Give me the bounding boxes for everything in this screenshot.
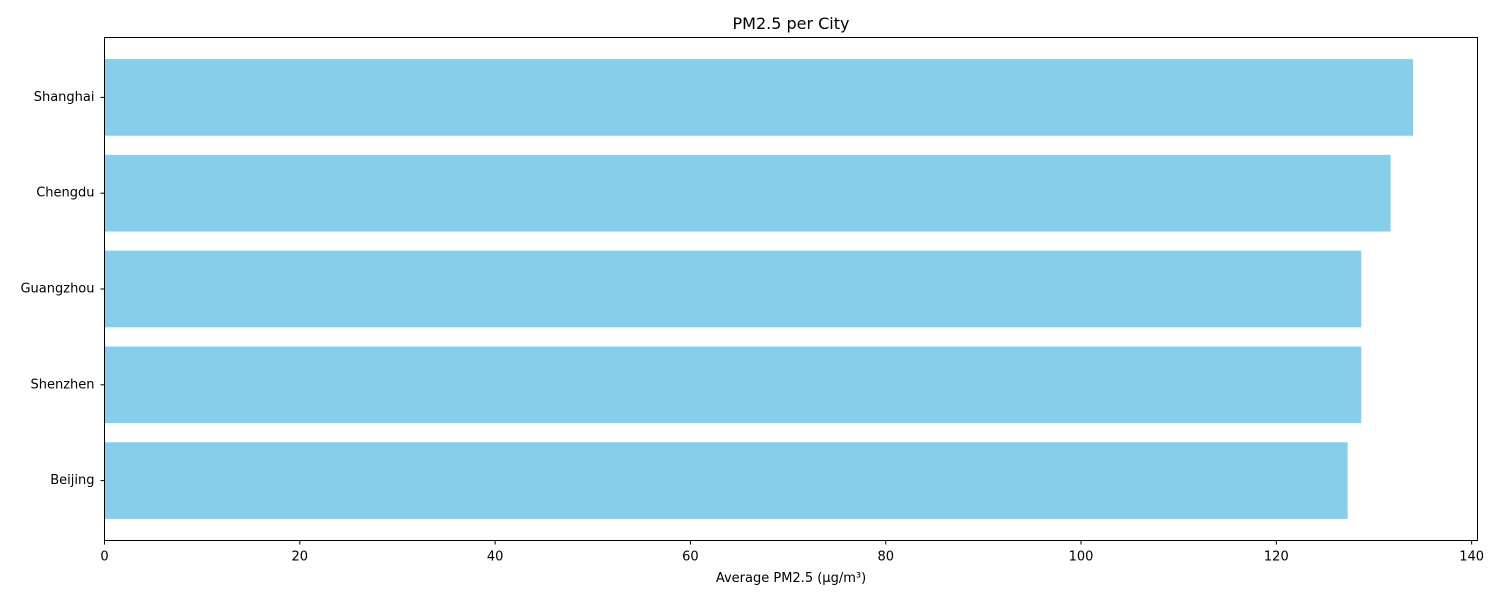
y-axis-ticks: Shanghai Chengdu Guangzhou Shenzhen Beijing	[20, 90, 105, 488]
bar-chengdu	[104, 154, 1391, 232]
x-tick-label-120: 120	[1264, 550, 1289, 565]
x-axis-title: Average PM2.5 (µg/m³)	[716, 571, 866, 586]
x-tick-label-40: 40	[487, 550, 504, 565]
x-tick-label-0: 0	[100, 550, 108, 565]
x-tick-label-100: 100	[1069, 550, 1094, 565]
x-tick-label-60: 60	[682, 550, 699, 565]
x-axis-ticks: 0 20 40 60 80 100 120 140	[100, 540, 1484, 565]
plot-frame	[104, 37, 1478, 541]
y-tick-label-shanghai: Shanghai	[34, 90, 95, 105]
bar-shenzhen	[104, 346, 1362, 424]
bar-beijing	[104, 442, 1348, 519]
x-tick-label-140: 140	[1459, 550, 1484, 565]
x-tick-label-20: 20	[292, 550, 309, 565]
bar-guangzhou	[104, 250, 1362, 328]
y-tick-label-beijing: Beijing	[50, 473, 94, 488]
chart-title: PM2.5 per City	[732, 14, 849, 33]
y-tick-label-guangzhou: Guangzhou	[20, 282, 94, 297]
x-tick-label-80: 80	[877, 550, 894, 565]
bar-shanghai	[104, 59, 1414, 136]
y-tick-label-shenzhen: Shenzhen	[30, 377, 94, 392]
bars-group	[104, 59, 1414, 519]
y-tick-label-chengdu: Chengdu	[36, 186, 94, 201]
